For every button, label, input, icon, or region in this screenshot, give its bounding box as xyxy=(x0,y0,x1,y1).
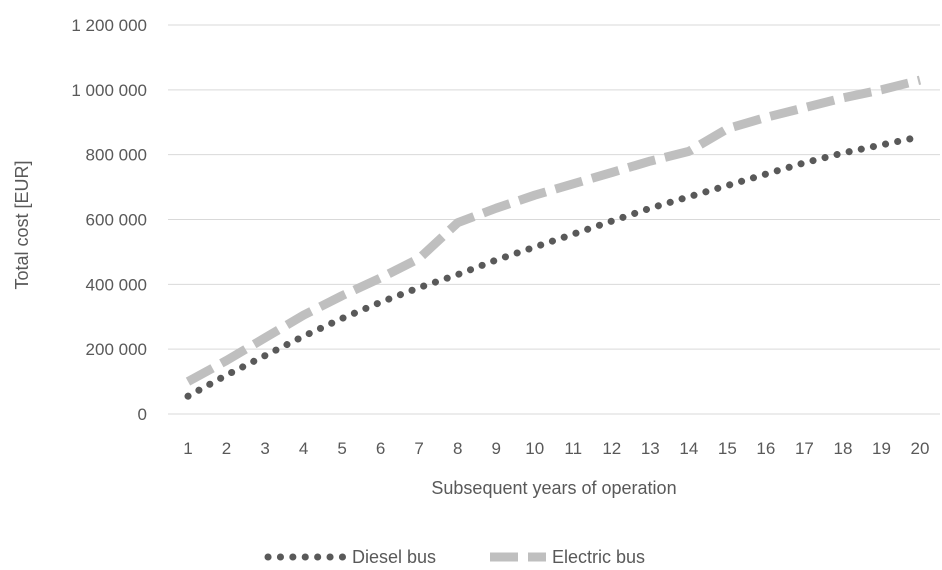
x-tick-label: 14 xyxy=(679,439,698,458)
series-line-electric-bus xyxy=(185,75,922,386)
x-tick-label: 17 xyxy=(795,439,814,458)
x-tick-label: 16 xyxy=(756,439,775,458)
x-tick-label: 11 xyxy=(564,439,582,458)
y-tick-label: 200 000 xyxy=(86,340,147,359)
gridlines xyxy=(168,24,940,415)
x-tick-labels: 1 2 3 4 5 6 7 8 9 10 11 12 13 14 15 16 17 18 19 20 xyxy=(183,439,929,458)
y-axis-title: Total cost [EUR] xyxy=(12,160,32,289)
x-tick-label: 6 xyxy=(376,439,385,458)
x-tick-label: 9 xyxy=(491,439,500,458)
series-line-diesel-bus xyxy=(184,133,924,400)
x-tick-label: 7 xyxy=(414,439,423,458)
y-tick-label: 1 200 000 xyxy=(71,16,147,35)
x-tick-label: 13 xyxy=(641,439,660,458)
x-tick-label: 18 xyxy=(833,439,852,458)
x-tick-label: 10 xyxy=(525,439,544,458)
y-tick-label: 1 000 000 xyxy=(71,81,147,100)
x-tick-label: 12 xyxy=(602,439,621,458)
x-tick-label: 20 xyxy=(911,439,930,458)
series-lines xyxy=(184,75,924,400)
x-tick-label: 15 xyxy=(718,439,737,458)
x-tick-label: 1 xyxy=(183,439,192,458)
x-tick-label: 19 xyxy=(872,439,891,458)
x-tick-label: 2 xyxy=(222,439,231,458)
x-tick-label: 8 xyxy=(453,439,462,458)
x-axis-title: Subsequent years of operation xyxy=(431,478,676,498)
y-tick-label: 600 000 xyxy=(86,211,147,230)
legend: Diesel bus Electric bus xyxy=(264,547,645,567)
x-tick-label: 3 xyxy=(260,439,269,458)
legend-label: Electric bus xyxy=(552,547,645,567)
x-tick-label: 5 xyxy=(337,439,346,458)
y-tick-label: 0 xyxy=(138,405,147,424)
legend-label: Diesel bus xyxy=(352,547,436,567)
x-tick-label: 4 xyxy=(299,439,308,458)
y-tick-label: 400 000 xyxy=(86,275,147,294)
y-tick-label: 800 000 xyxy=(86,146,147,165)
y-tick-labels: 0 200 000 400 000 600 000 800 000 1 000 000 1 … xyxy=(71,16,147,424)
